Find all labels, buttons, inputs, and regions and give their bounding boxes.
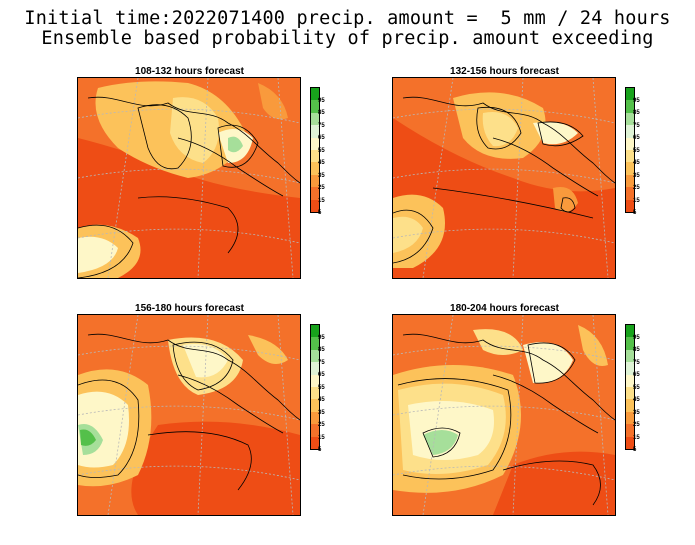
colorbar-label: 95 [318, 98, 325, 104]
colorbar-label: 55 [633, 148, 640, 154]
panel-title: 180-204 hours forecast [450, 303, 559, 314]
colorbar-label: 75 [633, 360, 640, 366]
colorbar-segment [625, 424, 635, 437]
colorbar-segment [625, 324, 635, 338]
probability-map [392, 77, 616, 279]
colorbar-segment [625, 337, 635, 350]
colorbar-segment [625, 187, 635, 200]
colorbar-label: 5 [633, 447, 637, 453]
colorbar-label: 5 [318, 210, 322, 216]
colorbar-label: 5 [318, 447, 322, 453]
colorbar-label: 25 [633, 185, 640, 191]
colorbar-segment [310, 125, 320, 138]
colorbar-segment [625, 137, 635, 150]
colorbar-label: 65 [318, 372, 325, 378]
colorbar [625, 324, 635, 450]
colorbar-segment [310, 87, 320, 101]
colorbar-segment [625, 411, 635, 425]
colorbar-label: 35 [633, 173, 640, 179]
colorbar-segment [310, 436, 320, 450]
colorbar-segment [310, 149, 320, 163]
forecast-panel-4: 180-204 hours forecast [392, 303, 692, 518]
colorbar [625, 87, 635, 213]
colorbar [310, 87, 320, 213]
colorbar-segment [310, 399, 320, 412]
colorbar-label: 35 [318, 173, 325, 179]
colorbar-segment [625, 174, 635, 188]
colorbar-label: 95 [633, 335, 640, 341]
colorbar-segment [625, 362, 635, 375]
colorbar-segment [625, 199, 635, 213]
forecast-panel-3: 156-180 hours forecast [77, 303, 377, 518]
colorbar-label: 65 [318, 135, 325, 141]
colorbar-label: 65 [633, 372, 640, 378]
colorbar-segment [625, 374, 635, 387]
colorbar-label: 65 [633, 135, 640, 141]
colorbar-segment [310, 162, 320, 175]
colorbar-label: 45 [318, 397, 325, 403]
colorbar-label: 15 [633, 435, 640, 441]
probability-map [77, 314, 301, 516]
colorbar-segment [625, 349, 635, 363]
colorbar-label: 85 [633, 347, 640, 353]
colorbar-label: 5 [633, 210, 637, 216]
colorbar-segment [310, 174, 320, 188]
colorbar-label: 35 [633, 410, 640, 416]
panel-title: 132-156 hours forecast [450, 66, 559, 77]
colorbar-segment [310, 324, 320, 338]
panel-title: 108-132 hours forecast [135, 66, 244, 77]
colorbar-label: 15 [318, 435, 325, 441]
colorbar-segment [310, 374, 320, 387]
colorbar-segment [310, 424, 320, 437]
colorbar-label: 45 [318, 160, 325, 166]
colorbar-segment [310, 112, 320, 126]
colorbar-label: 95 [633, 98, 640, 104]
forecast-panel-1: 108-132 hours forecast [77, 66, 377, 281]
colorbar-label: 25 [633, 422, 640, 428]
main-subtitle: Ensemble based probability of precip. am… [41, 28, 654, 49]
colorbar-label: 85 [318, 110, 325, 116]
probability-map [392, 314, 616, 516]
panel-title: 156-180 hours forecast [135, 303, 244, 314]
colorbar-segment [310, 337, 320, 350]
colorbar-segment [625, 87, 635, 101]
colorbar-label: 45 [633, 160, 640, 166]
colorbar-label: 35 [318, 410, 325, 416]
colorbar-label: 25 [318, 185, 325, 191]
colorbar-segment [310, 349, 320, 363]
colorbar-segment [625, 162, 635, 175]
colorbar-label: 55 [318, 148, 325, 154]
colorbar-segment [310, 137, 320, 150]
colorbar-label: 25 [318, 422, 325, 428]
colorbar-label: 55 [318, 385, 325, 391]
colorbar-segment [310, 187, 320, 200]
colorbar-label: 15 [318, 198, 325, 204]
main-title: Initial time:2022071400 precip. amount =… [24, 8, 671, 29]
colorbar-segment [310, 411, 320, 425]
colorbar-label: 85 [318, 347, 325, 353]
colorbar-segment [310, 100, 320, 113]
colorbar-label: 95 [318, 335, 325, 341]
colorbar-segment [625, 436, 635, 450]
colorbar-segment [310, 362, 320, 375]
probability-map [77, 77, 301, 279]
colorbar-segment [310, 386, 320, 400]
colorbar-segment [625, 399, 635, 412]
colorbar-label: 75 [633, 123, 640, 129]
colorbar-label: 75 [318, 360, 325, 366]
colorbar-segment [625, 112, 635, 126]
colorbar-segment [625, 149, 635, 163]
forecast-panel-2: 132-156 hours forecast [392, 66, 692, 281]
colorbar-segment [310, 199, 320, 213]
colorbar-label: 55 [633, 385, 640, 391]
colorbar [310, 324, 320, 450]
colorbar-segment [625, 100, 635, 113]
colorbar-segment [625, 125, 635, 138]
colorbar-segment [625, 386, 635, 400]
colorbar-label: 75 [318, 123, 325, 129]
colorbar-label: 45 [633, 397, 640, 403]
colorbar-label: 85 [633, 110, 640, 116]
colorbar-label: 15 [633, 198, 640, 204]
